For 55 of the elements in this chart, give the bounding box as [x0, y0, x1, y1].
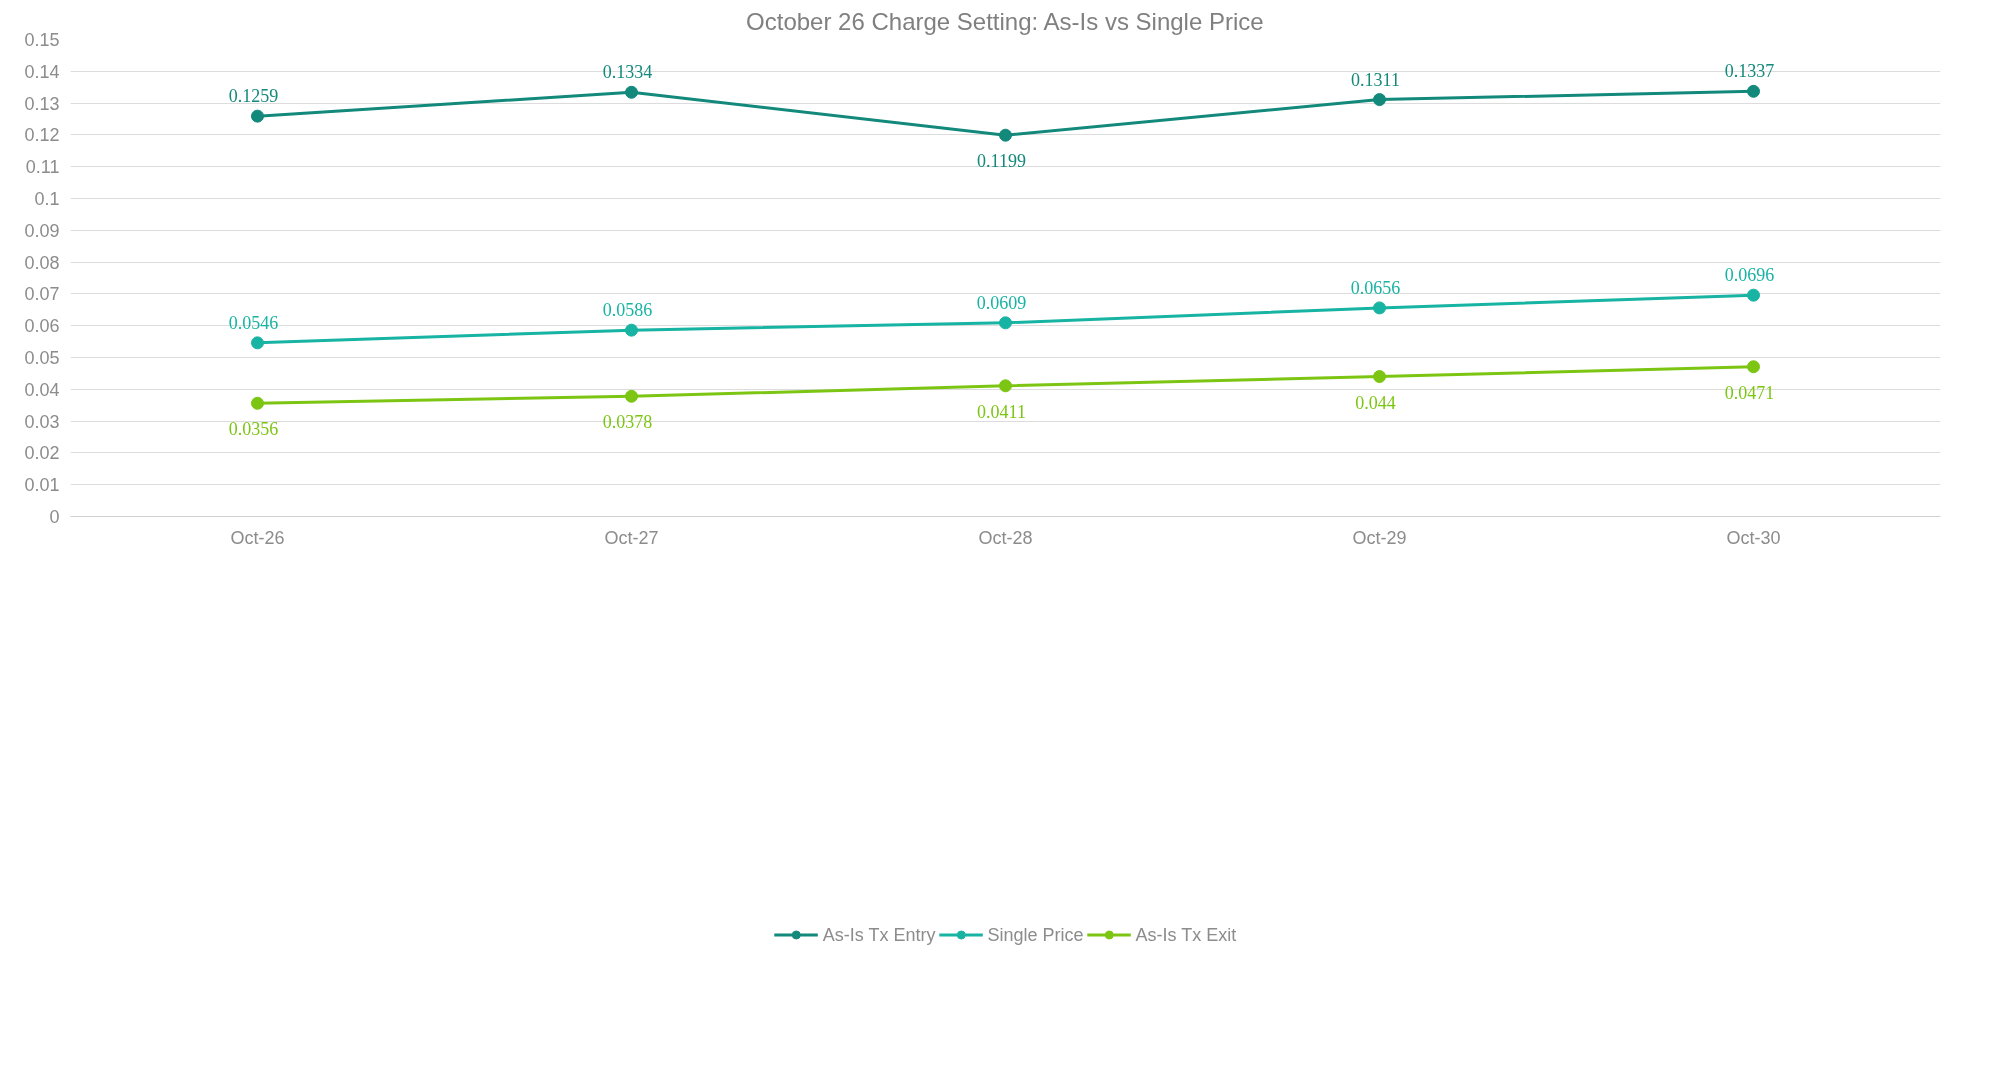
data-label: 0.1259	[228, 86, 279, 107]
data-label: 0.0546	[228, 312, 279, 333]
data-label: 0.0586	[602, 300, 653, 321]
point	[625, 323, 638, 337]
point	[1747, 360, 1760, 374]
y-tick-label: 0.12	[24, 125, 60, 146]
y-tick-label: 0.04	[24, 379, 60, 400]
legend-label: Single Price	[987, 924, 1084, 946]
x-tick-label: Oct-27	[604, 527, 659, 548]
point	[251, 336, 264, 350]
y-tick-label: 0.15	[24, 30, 60, 50]
point	[1373, 93, 1386, 107]
data-label: 0.0411	[977, 401, 1026, 422]
legend-label: As-Is Tx Entry	[822, 924, 936, 946]
y-tick-label: 0.1	[34, 189, 60, 209]
data-label: 0.0609	[976, 292, 1027, 313]
point	[999, 379, 1012, 393]
chart-title: October 26 Charge Setting: As-Is vs Single Price	[746, 7, 1264, 35]
data-label: 0.0696	[1724, 265, 1775, 286]
data-label: 0.1334	[602, 62, 653, 83]
point	[1373, 301, 1386, 315]
y-tick-label: 0.14	[24, 61, 60, 82]
y-tick-label: 0.07	[24, 284, 60, 305]
y-tick-label: 0.06	[24, 316, 60, 337]
y-tick-label: 0.01	[24, 475, 60, 496]
data-label: 0.044	[1355, 392, 1396, 413]
data-label: 0.0471	[1724, 382, 1775, 403]
data-label: 0.0356	[228, 419, 279, 440]
point	[625, 85, 638, 99]
point	[999, 316, 1012, 330]
data-label: 0.0656	[1350, 277, 1401, 298]
x-tick-label: Oct-30	[1726, 527, 1781, 548]
point	[1747, 288, 1760, 302]
data-label: 0.0378	[602, 412, 653, 433]
data-label: 0.1337	[1724, 61, 1775, 82]
point	[251, 109, 264, 123]
y-tick-label: 0.13	[24, 93, 60, 114]
y-tick-label: 0.02	[24, 443, 60, 464]
point	[251, 396, 264, 410]
y-tick-label: 0.08	[24, 252, 60, 273]
y-tick-label: 0	[49, 507, 60, 527]
y-tick-label: 0.09	[24, 220, 60, 241]
x-tick-label: Oct-29	[1352, 527, 1407, 548]
y-tick-label: 0.03	[24, 411, 60, 432]
x-tick-label: Oct-28	[978, 527, 1033, 548]
data-label: 0.1199	[977, 151, 1026, 172]
data-label: 0.1311	[1351, 69, 1400, 90]
point	[1373, 370, 1386, 384]
point	[625, 389, 638, 403]
y-tick-label: 0.11	[25, 157, 60, 178]
x-tick-label: Oct-26	[230, 527, 285, 548]
point	[1747, 84, 1760, 98]
legend-label: As-Is Tx Exit	[1135, 924, 1237, 946]
point	[999, 128, 1012, 142]
y-tick-label: 0.05	[24, 348, 60, 368]
